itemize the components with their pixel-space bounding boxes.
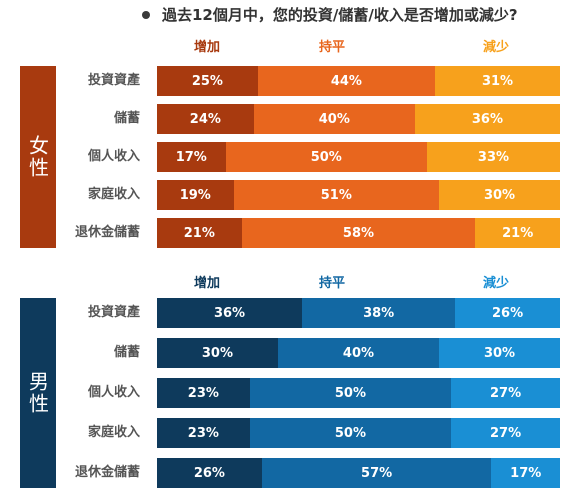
chart-row: 儲蓄 24% 40% 36% bbox=[0, 104, 582, 134]
chart-panel-female: 女性 增加 持平 減少 投資資產 25% 44% 31% 儲蓄 24% 40% 36% 個人收入 17% 5… bbox=[0, 30, 582, 262]
bar-segment-flat: 40% bbox=[277, 338, 440, 368]
group-label: 女性 bbox=[20, 66, 56, 248]
bar-segment-increase: 25% bbox=[157, 66, 258, 96]
category-label: 退休金儲蓄 bbox=[74, 465, 140, 480]
bar-segment-flat: 44% bbox=[257, 66, 436, 96]
category-label: 家庭收入 bbox=[87, 425, 140, 440]
bar-segment-flat: 50% bbox=[249, 418, 452, 448]
bar-segment-decrease: 30% bbox=[439, 338, 560, 368]
legend-label: 持平 bbox=[318, 40, 346, 55]
bar-segment-flat: 58% bbox=[241, 218, 476, 248]
chart-row: 儲蓄 30% 40% 30% bbox=[0, 338, 582, 368]
bar-segment-decrease: 21% bbox=[475, 218, 560, 248]
chart-row: 投資資產 36% 38% 26% bbox=[0, 298, 582, 328]
group-label: 男性 bbox=[20, 298, 56, 488]
bar-segment-flat: 51% bbox=[233, 180, 440, 210]
category-label: 個人收入 bbox=[87, 149, 140, 164]
legend-label: 持平 bbox=[318, 276, 346, 291]
chart-row: 家庭收入 19% 51% 30% bbox=[0, 180, 582, 210]
bar-segment-decrease: 27% bbox=[451, 418, 560, 448]
chart-row: 退休金儲蓄 21% 58% 21% bbox=[0, 218, 582, 248]
category-label: 投資資產 bbox=[87, 305, 140, 320]
legend-label: 增加 bbox=[193, 276, 221, 291]
bar-segment-increase: 36% bbox=[157, 298, 303, 328]
category-label: 個人收入 bbox=[87, 385, 140, 400]
bar-segment-flat: 38% bbox=[302, 298, 456, 328]
chart-title-text: 過去12個月中，您的投資/儲蓄/收入是否增加或減少? bbox=[162, 6, 518, 24]
bar-segment-flat: 50% bbox=[225, 142, 427, 172]
stacked-bar: 21% 58% 21% bbox=[157, 218, 560, 248]
legend-label: 增加 bbox=[193, 40, 221, 55]
legend-label: 減少 bbox=[482, 40, 510, 55]
category-label: 退休金儲蓄 bbox=[74, 225, 140, 240]
stacked-bar: 30% 40% 30% bbox=[157, 338, 560, 368]
stacked-bar: 19% 51% 30% bbox=[157, 180, 560, 210]
stacked-bar: 23% 50% 27% bbox=[157, 378, 560, 408]
stacked-bar: 24% 40% 36% bbox=[157, 104, 560, 134]
chart-title: 過去12個月中，您的投資/儲蓄/收入是否增加或減少? bbox=[142, 4, 518, 25]
category-label: 儲蓄 bbox=[113, 111, 140, 126]
stacked-bar: 25% 44% 31% bbox=[157, 66, 560, 96]
bar-segment-increase: 19% bbox=[157, 180, 234, 210]
bar-segment-increase: 23% bbox=[157, 418, 250, 448]
bar-segment-decrease: 36% bbox=[414, 104, 560, 134]
bar-segment-increase: 26% bbox=[157, 458, 262, 488]
stacked-bar: 23% 50% 27% bbox=[157, 418, 560, 448]
stacked-bar: 26% 57% 17% bbox=[157, 458, 560, 488]
chart-panel-male: 男性 增加 持平 減少 投資資產 36% 38% 26% 儲蓄 30% 40% 30% 個人收入 23% 5… bbox=[0, 268, 582, 500]
chart-row: 個人收入 23% 50% 27% bbox=[0, 378, 582, 408]
group-label-text: 男性 bbox=[25, 371, 50, 415]
bar-segment-increase: 21% bbox=[157, 218, 242, 248]
bar-segment-flat: 50% bbox=[249, 378, 452, 408]
bar-segment-flat: 40% bbox=[253, 104, 415, 134]
bar-segment-decrease: 26% bbox=[455, 298, 560, 328]
bar-segment-decrease: 31% bbox=[435, 66, 560, 96]
bar-segment-decrease: 33% bbox=[427, 142, 560, 172]
bar-segment-decrease: 30% bbox=[439, 180, 560, 210]
bar-segment-increase: 30% bbox=[157, 338, 278, 368]
chart-row: 個人收入 17% 50% 33% bbox=[0, 142, 582, 172]
chart-row: 退休金儲蓄 26% 57% 17% bbox=[0, 458, 582, 488]
chart-row: 投資資產 25% 44% 31% bbox=[0, 66, 582, 96]
stacked-bar: 36% 38% 26% bbox=[157, 298, 560, 328]
legend-label: 減少 bbox=[482, 276, 510, 291]
bullet-icon bbox=[142, 10, 150, 19]
bar-segment-decrease: 27% bbox=[451, 378, 560, 408]
category-label: 投資資產 bbox=[87, 73, 140, 88]
bar-segment-increase: 17% bbox=[157, 142, 226, 172]
chart-row: 家庭收入 23% 50% 27% bbox=[0, 418, 582, 448]
stacked-bar: 17% 50% 33% bbox=[157, 142, 560, 172]
bar-segment-increase: 24% bbox=[157, 104, 254, 134]
category-label: 儲蓄 bbox=[113, 345, 140, 360]
bar-segment-increase: 23% bbox=[157, 378, 250, 408]
bar-segment-flat: 57% bbox=[261, 458, 492, 488]
group-label-text: 女性 bbox=[25, 135, 50, 179]
bar-segment-decrease: 17% bbox=[491, 458, 560, 488]
category-label: 家庭收入 bbox=[87, 187, 140, 202]
